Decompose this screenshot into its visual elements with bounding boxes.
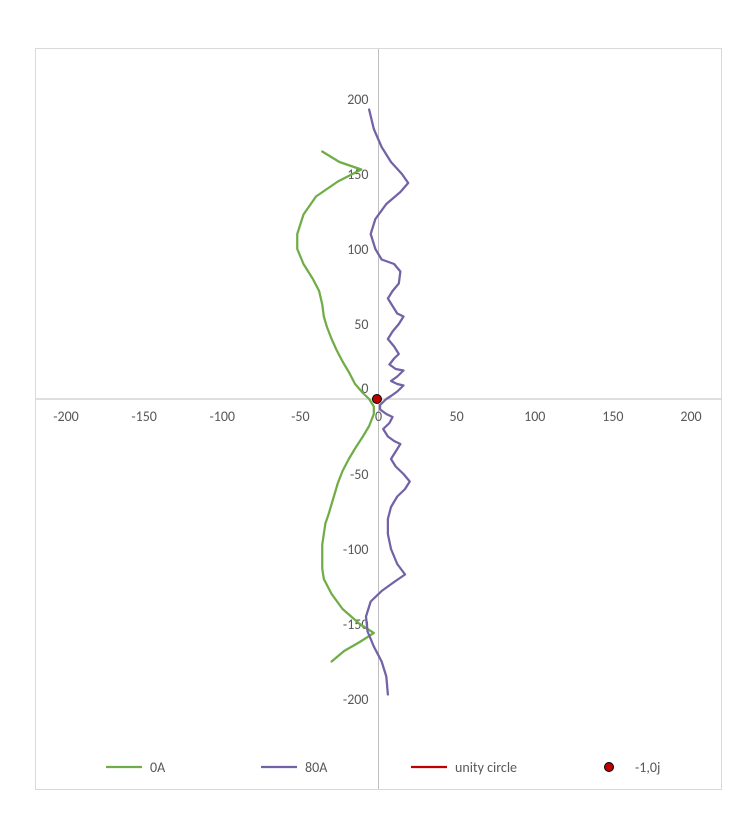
- series--1,0j: [372, 395, 381, 404]
- y-tick-label: 50: [354, 316, 368, 333]
- x-tick-label: 50: [450, 408, 464, 425]
- x-tick-label: -150: [131, 408, 157, 425]
- chart-svg: -200-150-100-50050100150200-200-150-100-…: [36, 49, 721, 789]
- y-tick-label: -50: [350, 466, 368, 483]
- x-tick-label: 100: [524, 408, 545, 425]
- legend-item: 80A: [261, 759, 328, 776]
- legend-label: -1,0j: [635, 759, 660, 776]
- x-tick-label: 150: [602, 408, 623, 425]
- y-tick-label: -100: [343, 541, 369, 558]
- x-tick-label: -200: [53, 408, 79, 425]
- series-80A: [366, 110, 410, 695]
- legend-item: 0A: [106, 759, 166, 776]
- legend-label: unity circle: [455, 759, 517, 776]
- legend-label: 0A: [150, 759, 166, 776]
- series-0A: [297, 152, 374, 662]
- legend-item: unity circle: [411, 759, 517, 776]
- legend-label: 80A: [305, 759, 328, 776]
- y-tick-label: 100: [347, 241, 368, 258]
- y-tick-label: -200: [343, 691, 369, 708]
- chart-container: -200-150-100-50050100150200-200-150-100-…: [0, 0, 740, 830]
- y-tick-label: 200: [347, 91, 368, 108]
- legend-item: -1,0j: [591, 759, 660, 776]
- x-tick-label: 200: [680, 408, 701, 425]
- x-tick-label: -100: [209, 408, 235, 425]
- x-tick-label: -50: [291, 408, 309, 425]
- y-tick-label: -150: [343, 616, 369, 633]
- plot-area: -200-150-100-50050100150200-200-150-100-…: [35, 48, 722, 790]
